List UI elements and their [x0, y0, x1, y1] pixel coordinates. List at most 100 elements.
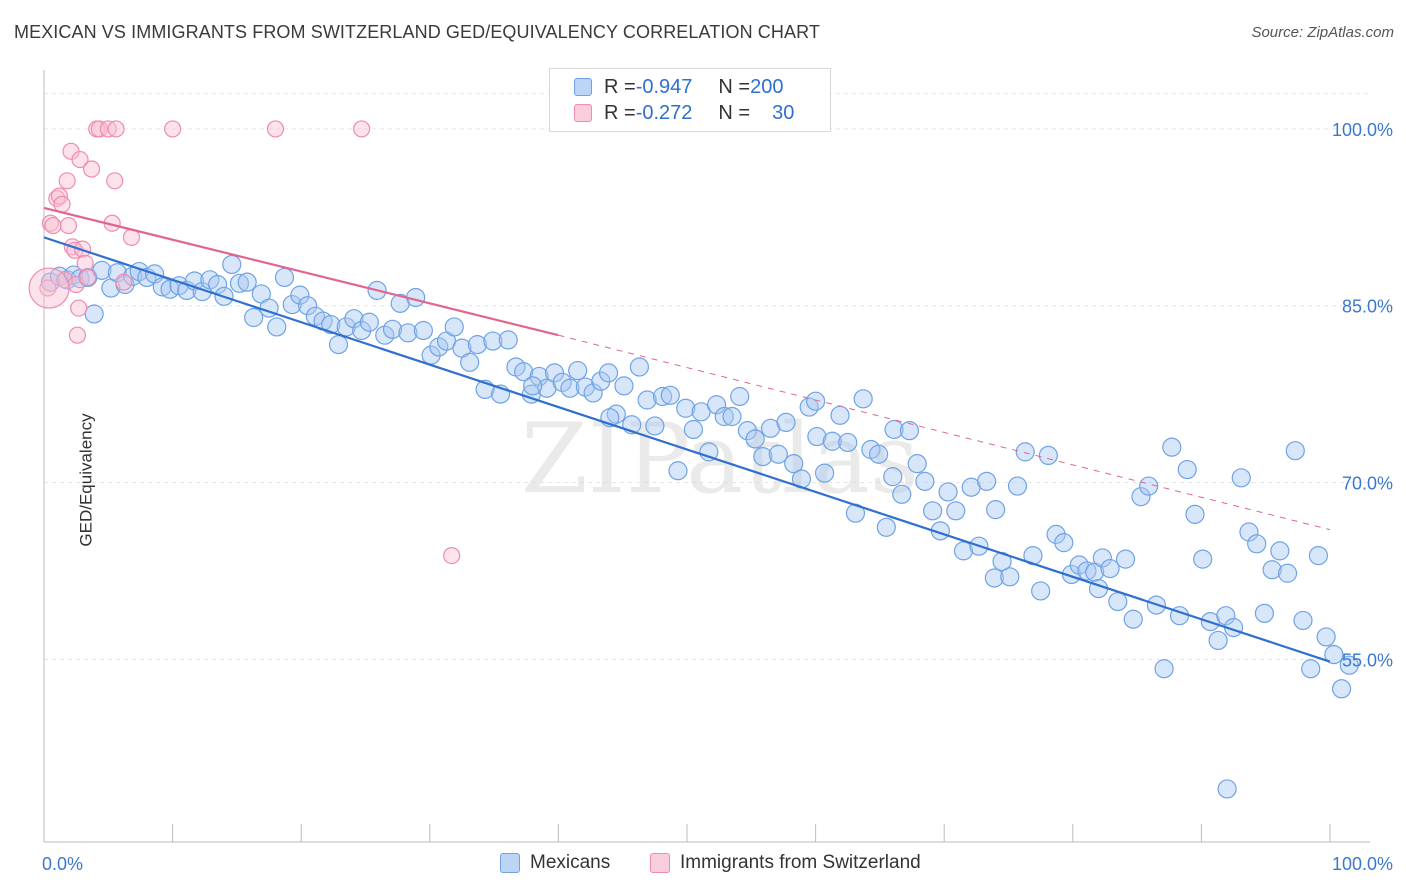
point-mexicans	[568, 360, 588, 381]
point-mexicans	[413, 320, 433, 341]
point-mexicans	[822, 431, 842, 451]
point-mexicans	[1092, 548, 1112, 568]
correlation-legend: R = -0.947 N = 200 R = -0.272 N = 30	[549, 68, 831, 132]
point-mexicans	[328, 335, 349, 355]
point-mexicans	[986, 500, 1006, 520]
point-mexicans	[737, 421, 758, 441]
point-mexicans	[375, 325, 395, 345]
y-tick-label: 70.0%	[1342, 474, 1393, 494]
point-mexicans	[977, 471, 997, 491]
point-mexicans	[1108, 591, 1128, 612]
legend-label-mexicans: Mexicans	[530, 852, 611, 873]
point-mexicans	[1162, 437, 1182, 457]
point-mexicans	[745, 429, 765, 449]
point-mexicans	[614, 376, 634, 396]
point-mexicans	[776, 412, 796, 433]
point-switzerland	[90, 120, 108, 138]
point-mexicans	[467, 335, 487, 355]
point-switzerland	[58, 172, 76, 190]
legend-row-mexicans: R = -0.947 N = 200	[574, 75, 783, 99]
grid-layer	[44, 93, 1370, 660]
point-switzerland	[353, 120, 371, 138]
point-mexicans	[92, 260, 112, 280]
point-mexicans	[1262, 560, 1282, 580]
point-mexicans	[1015, 442, 1035, 462]
legend-n-value: 30	[772, 101, 795, 124]
point-mexicans	[938, 482, 958, 502]
point-mexicans	[498, 330, 518, 350]
point-mexicans	[444, 317, 464, 337]
point-mexicans	[1239, 522, 1259, 542]
point-switzerland	[71, 150, 89, 169]
point-mexicans	[1339, 655, 1359, 675]
point-mexicans	[1247, 534, 1267, 554]
y-tick-label: 85.0%	[1342, 297, 1393, 317]
point-switzerland	[79, 268, 97, 287]
x-tick-label: 100.0%	[1332, 854, 1393, 874]
point-mexicans	[753, 446, 773, 467]
legend-item-switzerland: Immigrants from Switzerland	[650, 852, 921, 874]
point-mexicans	[598, 363, 619, 383]
y-axis-label: GED/Equivalency	[76, 413, 96, 547]
point-mexicans	[1054, 533, 1074, 553]
legend-r-label: R =	[604, 101, 636, 124]
point-switzerland	[76, 254, 94, 272]
series-mexicans	[40, 254, 1359, 799]
chart-title: MEXICAN VS IMMIGRANTS FROM SWITZERLAND G…	[14, 22, 820, 42]
point-mexicans	[830, 405, 850, 425]
point-switzerland	[44, 216, 62, 235]
point-mexicans	[84, 304, 104, 324]
point-mexicans	[107, 263, 127, 283]
trend-line-switzerland	[43, 206, 559, 337]
series-legend: Mexicans Immigrants from Switzerland	[0, 852, 1406, 878]
legend-n-label: N =	[718, 101, 751, 124]
point-mexicans	[706, 395, 727, 415]
point-mexicans	[899, 421, 920, 441]
point-mexicans	[1077, 561, 1097, 581]
point-mexicans	[1277, 563, 1298, 583]
point-switzerland	[70, 299, 88, 317]
point-mexicans	[344, 309, 364, 329]
legend-r-value: -0.272	[635, 101, 693, 124]
point-mexicans	[1031, 581, 1051, 601]
point-switzerland	[443, 546, 461, 565]
point-mexicans	[1331, 679, 1352, 699]
point-mexicans	[1217, 779, 1237, 799]
point-mexicans	[683, 419, 704, 440]
point-mexicans	[1316, 627, 1336, 647]
point-mexicans	[152, 277, 172, 297]
point-mexicans	[591, 371, 611, 391]
point-mexicans	[222, 254, 242, 275]
point-mexicans	[946, 501, 966, 521]
point-mexicans	[1046, 524, 1066, 544]
point-mexicans	[382, 319, 403, 339]
point-mexicans	[1154, 659, 1174, 679]
point-mexicans	[560, 378, 580, 398]
legend-n-label: N =	[718, 75, 751, 98]
point-mexicans	[884, 419, 904, 440]
point-mexicans	[1285, 441, 1305, 461]
point-mexicans	[1216, 606, 1236, 626]
point-mexicans	[244, 307, 264, 328]
point-mexicans	[668, 461, 688, 481]
point-mexicans	[1100, 558, 1120, 579]
point-mexicans	[1000, 567, 1020, 587]
point-mexicans	[805, 391, 826, 411]
axis-layer	[43, 70, 1370, 843]
point-mexicans	[907, 454, 927, 474]
point-mexicans	[1208, 630, 1228, 651]
point-switzerland	[164, 120, 182, 138]
point-mexicans	[838, 432, 858, 453]
source-label: Source: ZipAtlas.com	[1251, 24, 1394, 41]
point-mexicans	[629, 357, 650, 377]
point-mexicans	[1308, 545, 1329, 566]
legend-swatch-mexicans	[500, 853, 520, 873]
point-mexicans	[1324, 644, 1344, 665]
point-mexicans	[660, 385, 680, 405]
point-mexicans	[869, 444, 889, 464]
point-switzerland	[68, 326, 87, 344]
tick-layer: 100.0% 85.0% 70.0% 55.0% 0.0% 100.0%	[42, 120, 1393, 874]
point-mexicans	[722, 406, 742, 427]
point-mexicans	[714, 406, 734, 427]
